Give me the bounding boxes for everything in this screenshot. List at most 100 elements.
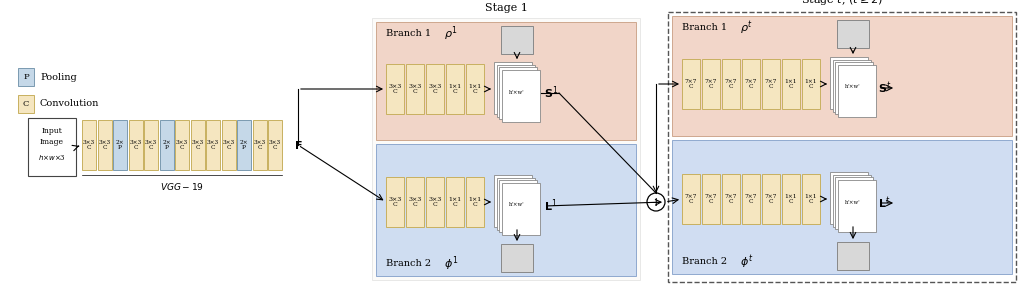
Bar [702, 59, 720, 109]
Bar [702, 174, 720, 224]
Bar [802, 59, 820, 109]
Text: Loss: Loss [845, 248, 861, 256]
Bar [376, 144, 636, 276]
Bar [160, 120, 173, 170]
Text: $\rho^1$: $\rho^1$ [444, 25, 458, 43]
Text: $\phi^1$: $\phi^1$ [444, 255, 459, 273]
Bar [128, 120, 142, 170]
Text: $\phi^t$: $\phi^t$ [740, 253, 754, 271]
Text: 3×3
C: 3×3 C [207, 140, 219, 150]
Text: 7×7
C: 7×7 C [765, 79, 777, 89]
Text: 3×3
C: 3×3 C [222, 140, 234, 150]
Bar [446, 64, 464, 114]
Bar [97, 120, 112, 170]
Text: Loss: Loss [509, 32, 525, 40]
Text: 7×7
C: 7×7 C [725, 79, 737, 89]
Bar [742, 174, 760, 224]
Text: 3×3
C: 3×3 C [388, 197, 401, 207]
Bar [682, 174, 700, 224]
Text: 3×3
C: 3×3 C [428, 197, 441, 207]
Text: 2×
P: 2× P [116, 140, 124, 150]
Bar [722, 174, 740, 224]
Text: $f_1^t$: $f_1^t$ [850, 33, 856, 47]
Text: $f_2^1$: $f_2^1$ [513, 257, 521, 271]
Bar [237, 120, 251, 170]
Text: Branch 1: Branch 1 [682, 24, 727, 33]
Text: $VGG-19$: $VGG-19$ [160, 180, 204, 191]
Text: h'×w': h'×w' [509, 203, 525, 207]
Text: 3×3
C: 3×3 C [98, 140, 111, 150]
Bar [668, 12, 1016, 282]
Bar [18, 95, 34, 113]
Bar [372, 18, 640, 280]
Text: h'×w': h'×w' [845, 84, 861, 90]
Text: 3×3
C: 3×3 C [269, 140, 281, 150]
Bar [18, 68, 34, 86]
Text: 2×
P: 2× P [162, 140, 171, 150]
Bar [502, 182, 540, 235]
Bar [466, 177, 484, 227]
Bar [782, 59, 800, 109]
Text: $\mathbf{L}^1$: $\mathbf{L}^1$ [544, 198, 557, 214]
Bar [426, 177, 444, 227]
Text: 3×3
C: 3×3 C [176, 140, 188, 150]
Bar [113, 120, 127, 170]
Text: Branch 2: Branch 2 [386, 260, 431, 269]
Bar [406, 177, 424, 227]
Text: 3×3
C: 3×3 C [83, 140, 95, 150]
Text: 7×7
C: 7×7 C [685, 194, 697, 204]
Text: Loss: Loss [845, 26, 861, 34]
Text: 1×1
C: 1×1 C [449, 197, 462, 207]
Bar [837, 20, 869, 48]
Text: 3×3
C: 3×3 C [253, 140, 265, 150]
Bar [838, 65, 876, 116]
Text: P: P [24, 73, 29, 81]
Bar [742, 59, 760, 109]
Bar [497, 65, 535, 116]
Text: Loss: Loss [509, 250, 525, 258]
Bar [206, 120, 220, 170]
Text: Convolution: Convolution [40, 100, 99, 109]
Text: h'×w': h'×w' [845, 200, 861, 205]
Bar [175, 120, 189, 170]
Bar [376, 22, 636, 140]
Bar [28, 118, 76, 176]
Text: $\mathbf{F}$: $\mathbf{F}$ [294, 139, 303, 151]
Text: 1×1
C: 1×1 C [468, 197, 481, 207]
Bar [253, 120, 266, 170]
Text: Branch 1: Branch 1 [386, 29, 431, 38]
Text: 3×3
C: 3×3 C [428, 84, 441, 94]
Bar [386, 64, 404, 114]
Bar [830, 172, 868, 224]
Bar [762, 59, 780, 109]
Bar [501, 26, 534, 54]
Text: Stage 1: Stage 1 [484, 3, 527, 13]
Text: +: + [650, 196, 662, 208]
Bar [406, 64, 424, 114]
Bar [426, 64, 444, 114]
Bar [672, 16, 1012, 136]
Bar [835, 62, 873, 114]
Bar [190, 120, 205, 170]
Text: 1×1
C: 1×1 C [784, 79, 798, 89]
Bar [802, 174, 820, 224]
Text: $h$$\times$$w$$\times$3: $h$$\times$$w$$\times$3 [38, 152, 66, 162]
Text: C: C [23, 100, 30, 108]
Text: Pooling: Pooling [40, 72, 77, 81]
Bar [268, 120, 282, 170]
Text: h'×w': h'×w' [509, 90, 525, 95]
Text: Input: Input [42, 127, 62, 135]
Text: 1×1
C: 1×1 C [784, 194, 798, 204]
Text: Branch 2: Branch 2 [682, 258, 727, 267]
Text: 1×1
C: 1×1 C [449, 84, 462, 94]
Text: 7×7
C: 7×7 C [765, 194, 777, 204]
Bar [762, 174, 780, 224]
Bar [144, 120, 158, 170]
Bar [499, 180, 537, 232]
Text: 1×1
C: 1×1 C [468, 84, 481, 94]
Bar [837, 242, 869, 270]
Bar [221, 120, 236, 170]
Bar [497, 178, 535, 230]
Bar [501, 244, 534, 272]
Text: 3×3
C: 3×3 C [409, 197, 422, 207]
